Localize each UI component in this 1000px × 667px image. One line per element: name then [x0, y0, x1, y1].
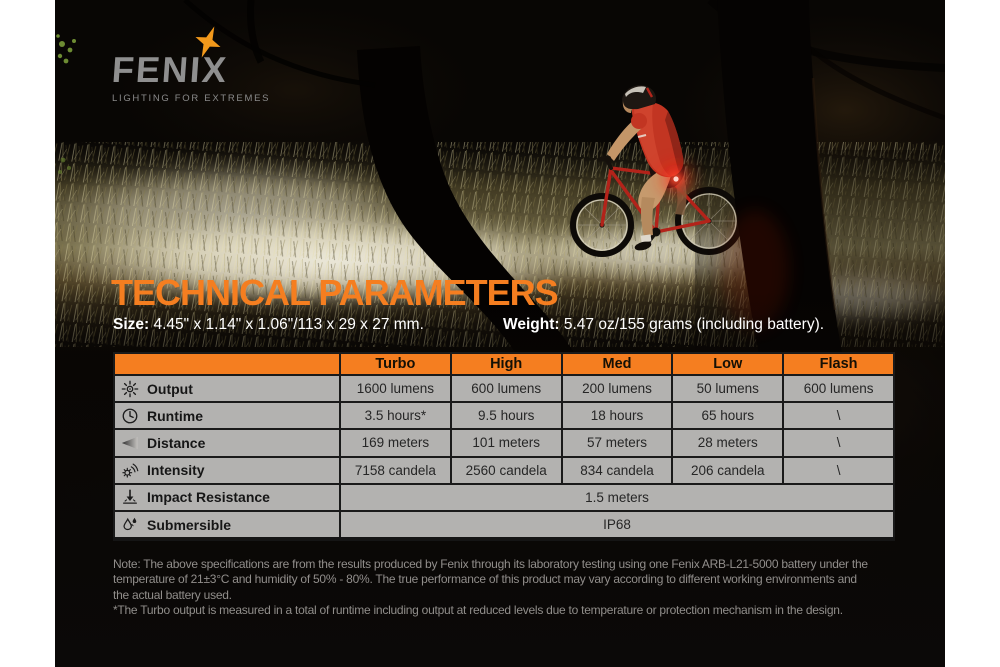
column-header-turbo: Turbo — [339, 352, 452, 376]
row-label: Impact Resistance — [147, 489, 270, 506]
distance-beam-icon — [121, 436, 138, 450]
cell-output-low: 50 lumens — [671, 373, 785, 404]
note-line: temperature of 21±3°C and humidity of 50… — [113, 572, 857, 587]
weight-spec: Weight: 5.47 oz/155 grams (including bat… — [503, 316, 824, 334]
weight-label: Weight: — [503, 316, 560, 333]
front-wheel-spokes — [577, 200, 627, 250]
size-weight-line: Size: 4.45" x 1.14" x 1.06"/113 x 29 x 2… — [113, 316, 923, 336]
cell-runtime-high: 9.5 hours — [449, 401, 563, 431]
cell-distance-med: 57 meters — [560, 428, 674, 458]
cell-intensity-high: 2560 candela — [449, 455, 563, 485]
column-header-high: High — [449, 352, 563, 376]
cell-distance-turbo: 169 meters — [339, 428, 452, 458]
row-label: Intensity — [147, 462, 205, 479]
spec-table: Turbo High Med Low Flash — [113, 352, 895, 542]
size-value: 4.45" x 1.14" x 1.06"/113 x 29 x 27 mm. — [149, 316, 424, 333]
product-banner: FENIX LIGHTING FOR EXTREMES TECHNICAL PA… — [55, 0, 945, 667]
cell-submersible: IP68 — [339, 509, 895, 541]
sparkle-star-icon — [195, 26, 221, 58]
note-line: the actual battery used. — [113, 587, 232, 602]
intensity-glare-icon — [122, 463, 139, 478]
page-title: TECHNICAL PARAMETERS — [111, 272, 559, 313]
column-header-med: Med — [560, 352, 674, 376]
cell-impact-resistance: 1.5 meters — [339, 482, 895, 512]
table-row-impact: Impact Resistance 1.5 meters — [113, 482, 895, 512]
brand-tagline: LIGHTING FOR EXTREMES — [112, 93, 271, 104]
cell-runtime-turbo: 3.5 hours* — [339, 401, 452, 431]
cell-intensity-med: 834 candela — [560, 455, 674, 485]
cell-intensity-turbo: 7158 candela — [339, 455, 452, 485]
note-line: *The Turbo output is measured in a total… — [113, 603, 843, 618]
cell-output-turbo: 1600 lumens — [339, 373, 452, 404]
corner-cell — [113, 352, 341, 376]
cell-runtime-flash: \ — [782, 401, 895, 431]
column-header-flash: Flash — [782, 352, 895, 376]
row-label: Distance — [147, 434, 206, 451]
cell-runtime-low: 65 hours — [671, 401, 785, 431]
table-row-intensity: Intensity 7158 candela 2560 candela 834 … — [113, 455, 895, 485]
cell-distance-flash: \ — [782, 428, 895, 458]
table-row-output: Output 1600 lumens 600 lumens 200 lumens… — [113, 373, 895, 404]
table-row-distance: Distance 169 meters 101 meters 57 meters… — [113, 428, 895, 458]
cell-distance-low: 28 meters — [671, 428, 785, 458]
table-header-row: Turbo High Med Low Flash — [113, 352, 895, 376]
footnotes: Note: The above specifications are from … — [113, 557, 868, 619]
weight-value: 5.47 oz/155 grams (including battery). — [559, 316, 825, 333]
table-row-runtime: Runtime 3.5 hours* 9.5 hours 18 hours 65… — [113, 401, 895, 431]
impact-arrow-icon — [123, 489, 137, 505]
submersible-droplets-icon — [123, 517, 137, 530]
brand-name: FENIX — [110, 49, 230, 90]
cell-output-high: 600 lumens — [449, 373, 563, 404]
row-label: Output — [147, 380, 193, 397]
cell-intensity-flash: \ — [782, 455, 895, 485]
cell-intensity-low: 206 candela — [671, 455, 785, 485]
row-label: Runtime — [147, 407, 203, 424]
row-label: Submersible — [147, 516, 232, 533]
column-header-low: Low — [671, 352, 785, 376]
fenix-logo: FENIX LIGHTING FOR EXTREMES — [110, 26, 332, 104]
bush-leaves — [56, 34, 76, 174]
cell-distance-high: 101 meters — [449, 428, 563, 458]
output-sun-icon — [121, 380, 139, 397]
table-row-submersible: Submersible IP68 — [113, 509, 895, 541]
cell-output-med: 200 lumens — [560, 373, 674, 404]
tail-light-glow — [661, 164, 691, 194]
note-line: Note: The above specifications are from … — [113, 557, 868, 571]
cell-runtime-med: 18 hours — [560, 401, 674, 431]
size-label: Size: — [113, 316, 150, 333]
cell-output-flash: 600 lumens — [782, 373, 895, 404]
size-spec: Size: 4.45" x 1.14" x 1.06"/113 x 29 x 2… — [113, 316, 424, 334]
runtime-clock-icon — [122, 408, 138, 424]
